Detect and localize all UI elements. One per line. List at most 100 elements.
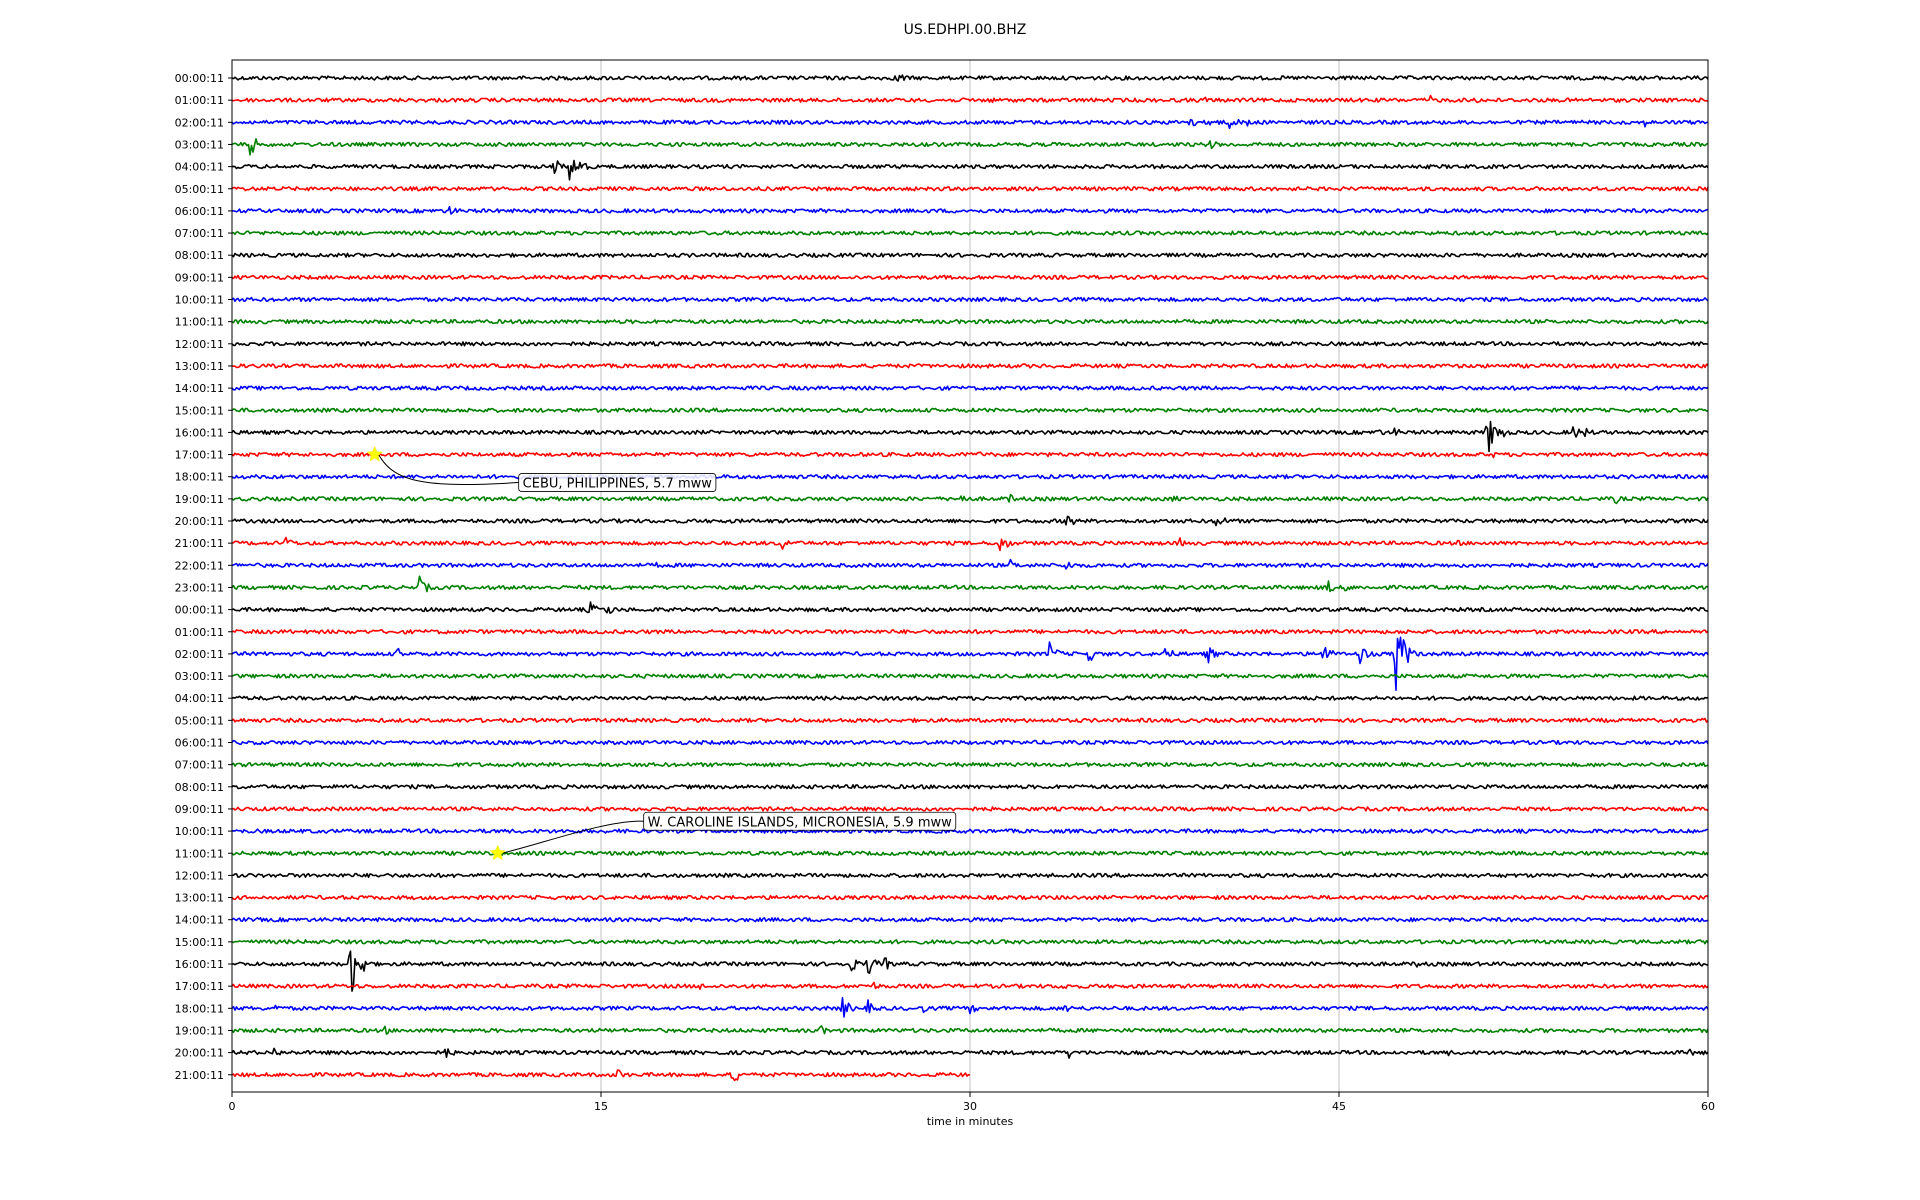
seismogram-trace (231, 407, 1708, 413)
row-time-label: 01:00:11 (175, 94, 224, 107)
row-time-label: 08:00:11 (175, 249, 224, 262)
seismogram-trace (231, 739, 1709, 746)
event-star-marker (489, 844, 506, 861)
seismogram-trace (231, 474, 1709, 480)
row-time-label: 01:00:11 (175, 626, 224, 639)
seismogram-trace (231, 159, 1709, 181)
row-time-label: 13:00:11 (175, 360, 224, 373)
row-time-label: 04:00:11 (175, 692, 224, 705)
row-time-label: 18:00:11 (175, 1002, 224, 1015)
row-time-label: 02:00:11 (175, 648, 224, 661)
row-time-label: 20:00:11 (175, 1047, 224, 1060)
seismogram-trace (231, 828, 1709, 834)
seismogram-trace (231, 94, 1709, 104)
seismogram-trace (231, 850, 1709, 856)
seismogram-trace (231, 230, 1709, 236)
row-time-label: 07:00:11 (175, 227, 224, 240)
x-tick-label: 0 (229, 1100, 236, 1113)
row-time-label: 00:00:11 (175, 604, 224, 617)
seismogram-trace (231, 784, 1709, 790)
seismogram-trace (231, 515, 1709, 527)
seismogram-trace (231, 1025, 1709, 1035)
row-time-label: 10:00:11 (175, 294, 224, 307)
x-axis-ticks: 0 15 30 45 60 (229, 1092, 1715, 1113)
row-time-label: 06:00:11 (175, 205, 224, 218)
event-annotation-connector (378, 454, 519, 485)
row-time-label: 15:00:11 (175, 404, 224, 417)
seismogram-trace (231, 493, 1709, 505)
row-time-label: 23:00:11 (175, 581, 224, 594)
seismogram-trace (232, 205, 1709, 215)
row-time-label: 05:00:11 (175, 183, 224, 196)
row-time-label: 04:00:11 (175, 161, 224, 174)
row-time-labels: 00:00:11 01:00:11 02:00:11 03:00:11 04:00:11… (175, 72, 232, 1082)
seismogram-traces (231, 74, 1709, 1082)
x-axis-label: time in minutes (927, 1115, 1014, 1128)
seismogram-trace (231, 917, 1709, 923)
event-annotation-label: CEBU, PHILIPPINES, 5.7 mww (523, 477, 713, 492)
seismogram-trace (231, 252, 1709, 258)
row-time-label: 10:00:11 (175, 825, 224, 838)
row-time-label: 13:00:11 (175, 892, 224, 905)
seismogram-trace (231, 451, 1709, 459)
seismogram-trace (231, 558, 1709, 570)
row-time-label: 21:00:11 (175, 537, 224, 550)
seismogram-trace (231, 872, 1709, 879)
seismogram-trace (231, 939, 1709, 945)
row-time-label: 20:00:11 (175, 515, 224, 528)
seismogram-trace (231, 762, 1709, 768)
row-time-label: 11:00:11 (175, 847, 224, 860)
seismogram-trace (231, 717, 1709, 723)
row-time-label: 05:00:11 (175, 714, 224, 727)
seismogram-trace (231, 274, 1709, 280)
seismogram-trace (231, 997, 1709, 1018)
row-time-label: 22:00:11 (175, 559, 224, 572)
seismogram-trace (231, 950, 1709, 992)
row-time-label: 21:00:11 (175, 1069, 224, 1082)
plot-frame (231, 59, 1709, 1093)
row-time-label: 19:00:11 (175, 1024, 224, 1037)
x-tick-label: 30 (963, 1100, 977, 1113)
event-annotation-connector (501, 820, 644, 854)
row-time-label: 11:00:11 (175, 316, 224, 329)
seismogram-trace (231, 575, 1709, 593)
seismogram-trace (231, 74, 1709, 82)
x-tick-label: 45 (1332, 1100, 1346, 1113)
seismogram-trace (231, 118, 1708, 130)
seismogram-trace (231, 636, 1709, 691)
seismogram-trace (231, 420, 1709, 453)
seismogram-trace (231, 1047, 1709, 1059)
chart-title: US.EDHPI.00.BHZ (904, 22, 1027, 38)
event-annotation-label: W. CAROLINE ISLANDS, MICRONESIA, 5.9 mww (648, 815, 952, 830)
row-time-label: 17:00:11 (175, 449, 224, 462)
row-time-label: 06:00:11 (175, 737, 224, 750)
seismogram-trace (231, 319, 1709, 325)
seismogram-trace (231, 186, 1709, 192)
seismogram-trace (231, 673, 1709, 679)
seismogram-trace (231, 695, 1709, 701)
row-time-label: 00:00:11 (175, 72, 224, 85)
seismogram-trace (231, 806, 1709, 812)
row-time-label: 12:00:11 (175, 869, 224, 882)
row-time-label: 03:00:11 (175, 138, 224, 151)
event-annotations: CEBU, PHILIPPINES, 5.7 mww W. CAROLINE IS… (366, 445, 957, 861)
seismogram-trace (231, 1069, 971, 1082)
seismogram-trace (231, 138, 1709, 156)
row-time-label: 07:00:11 (175, 759, 224, 772)
seismogram-trace (231, 981, 1709, 990)
row-time-label: 14:00:11 (175, 914, 224, 927)
row-time-label: 02:00:11 (175, 116, 224, 129)
row-time-label: 18:00:11 (175, 471, 224, 484)
seismogram-trace (231, 341, 1709, 347)
seismogram-trace (231, 363, 1709, 369)
row-time-label: 08:00:11 (175, 781, 224, 794)
row-time-label: 14:00:11 (175, 382, 224, 395)
row-time-label: 09:00:11 (175, 803, 224, 816)
row-time-label: 03:00:11 (175, 670, 224, 683)
row-time-label: 16:00:11 (175, 958, 224, 971)
row-time-label: 15:00:11 (175, 936, 224, 949)
seismogram-trace (231, 894, 1709, 901)
row-time-label: 19:00:11 (175, 493, 224, 506)
